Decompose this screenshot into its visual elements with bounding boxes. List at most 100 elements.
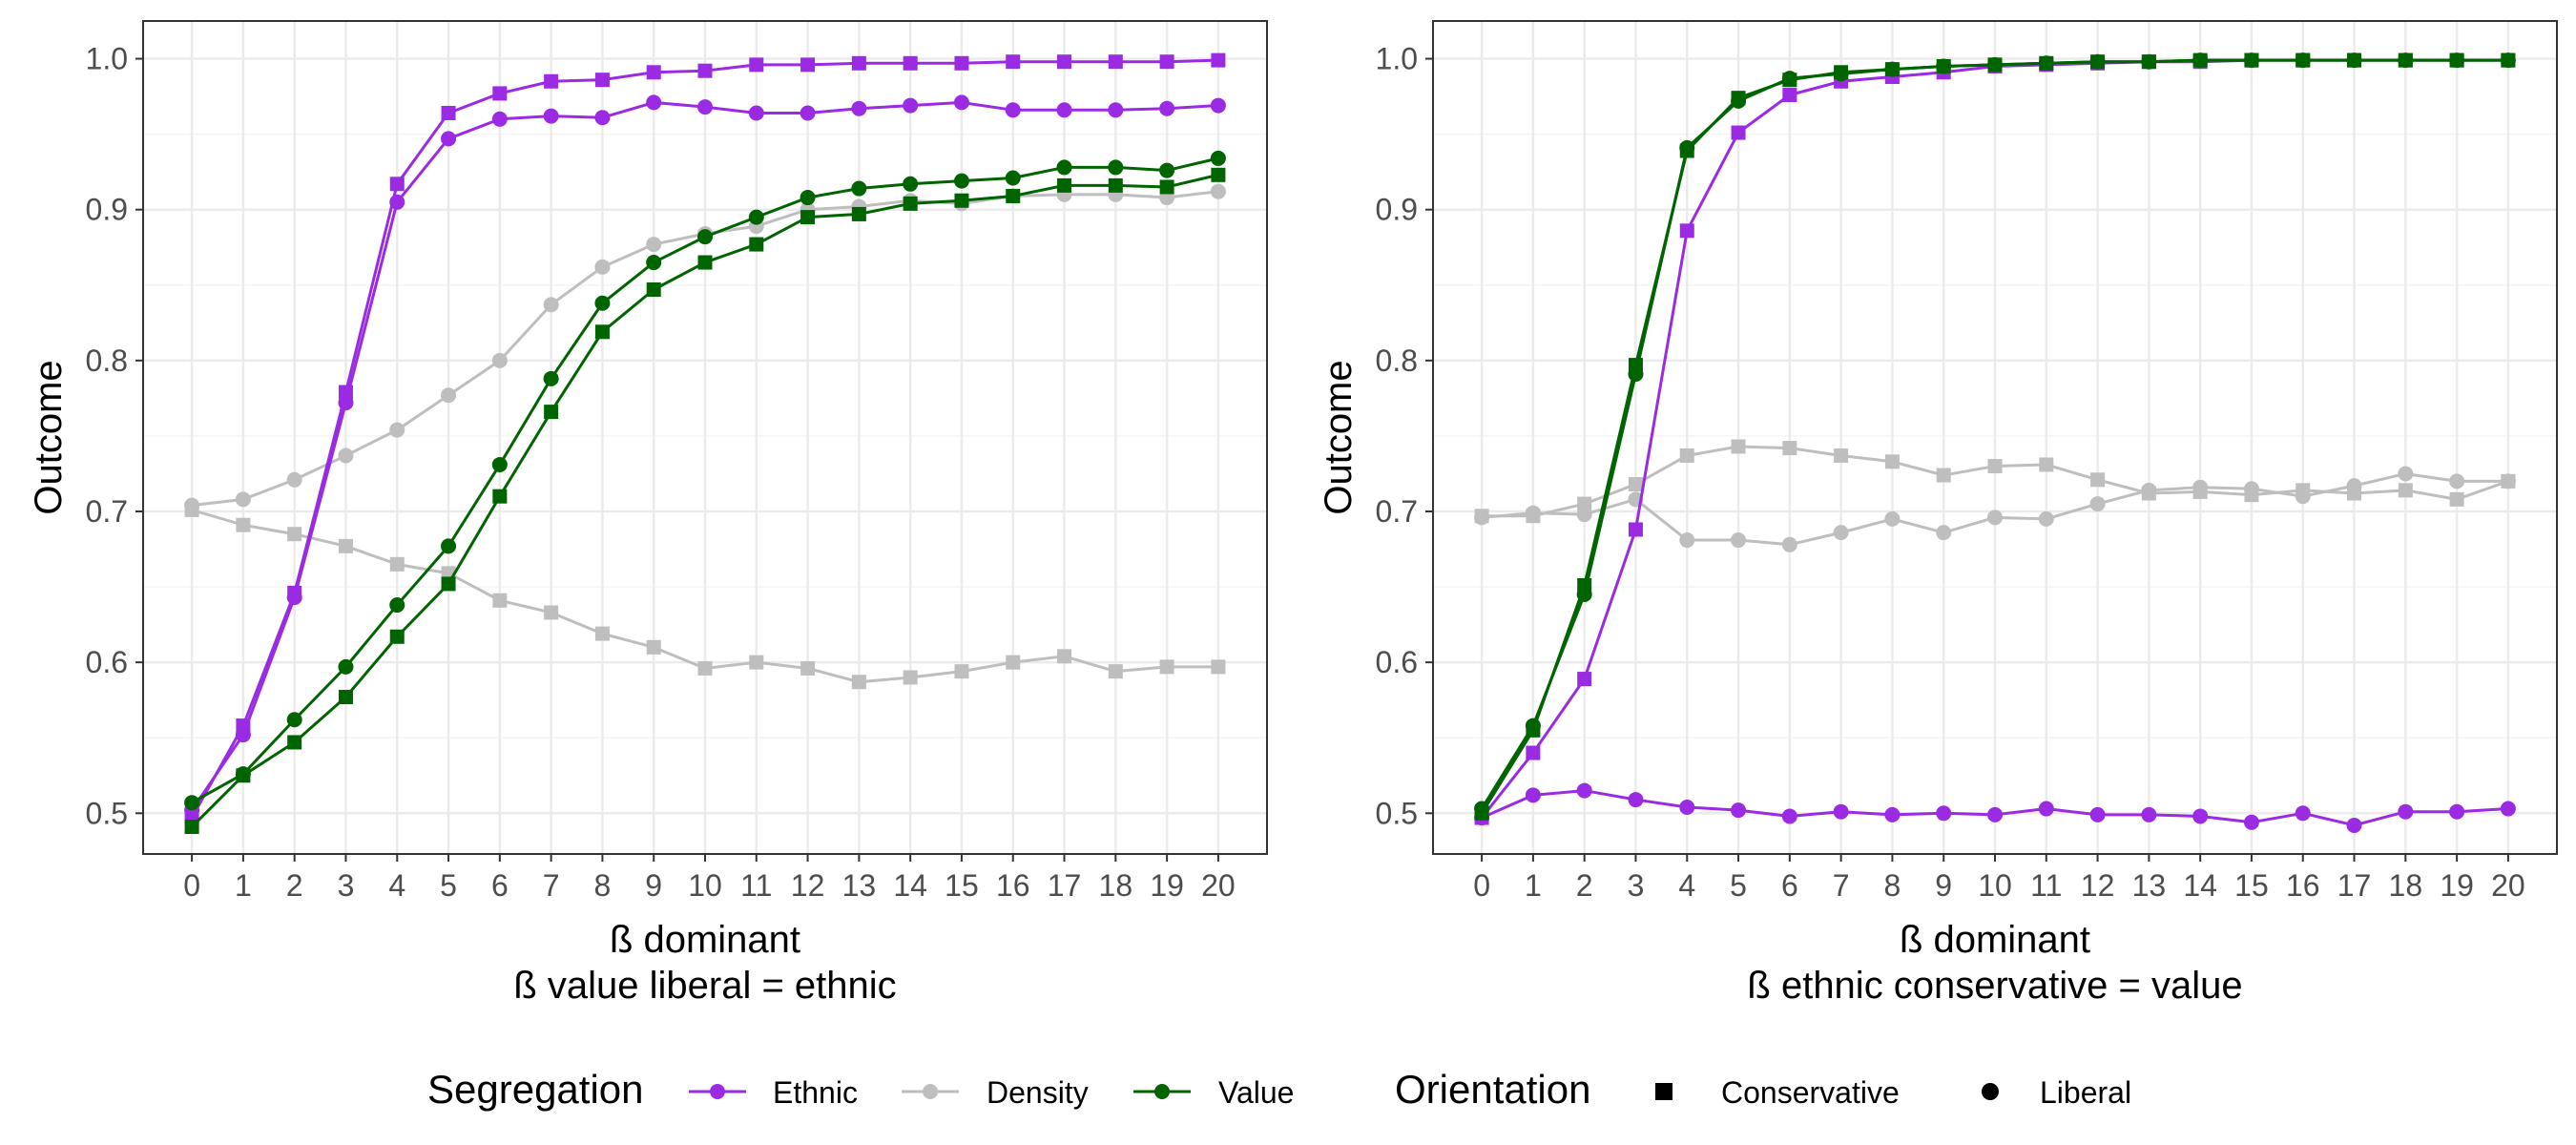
data-point-square <box>287 527 302 542</box>
y-tick-label: 0.6 <box>86 645 128 679</box>
legend-key-ethnic <box>689 1084 746 1099</box>
data-point-square <box>338 538 353 553</box>
data-point-circle <box>1679 799 1695 815</box>
data-point-square <box>1108 664 1123 679</box>
data-point-circle <box>1781 536 1797 552</box>
data-point-square <box>800 210 816 225</box>
data-point-circle <box>1525 505 1541 521</box>
data-point-circle <box>2192 479 2209 495</box>
x-tick-label: 13 <box>2132 868 2167 903</box>
data-point-circle <box>646 237 662 253</box>
panel-right-y-ticks: 0.5 0.6 0.7 0.8 0.9 1.0 <box>1376 42 1433 830</box>
data-point-square <box>851 675 866 690</box>
panel-left-x-axis-sublabel: ß value liberal = ethnic <box>513 965 896 1007</box>
y-tick-label: 0.7 <box>86 494 128 529</box>
data-point-square <box>2090 472 2106 488</box>
data-point-square <box>1782 441 1797 456</box>
data-point-circle <box>2089 806 2106 822</box>
data-point-circle <box>1987 806 2003 822</box>
data-point-square <box>287 735 302 750</box>
data-point-circle <box>1731 93 1747 109</box>
x-tick-label: 0 <box>183 868 200 903</box>
data-point-circle <box>2449 803 2465 820</box>
x-tick-label: 20 <box>1201 868 1236 903</box>
x-tick-label: 8 <box>594 868 612 903</box>
data-point-circle <box>1833 803 1849 820</box>
panel-left: 0.50.60.70.80.91.0 0 1 2 3 4 5 6 7 8 9 10 11 12 13 14 1… <box>28 20 1268 1007</box>
y-tick-label: 1.0 <box>86 42 128 76</box>
data-point-square <box>236 517 251 532</box>
panel-right-y-axis-label: Outcome <box>1318 360 1360 514</box>
data-point-circle <box>184 795 200 811</box>
panel-left-x-axis-label: ß dominant <box>610 919 800 961</box>
data-point-circle <box>389 194 405 210</box>
data-point-square <box>492 593 508 608</box>
data-point-square <box>1159 179 1174 195</box>
legend-key-ethnic-dot <box>710 1084 725 1099</box>
x-tick-label: 6 <box>491 868 509 903</box>
data-point-circle <box>491 352 508 368</box>
data-point-circle <box>1108 159 1124 176</box>
x-tick-label: 10 <box>1978 868 2012 903</box>
data-point-square <box>1782 87 1797 102</box>
data-point-circle <box>543 297 559 313</box>
x-tick-label: 13 <box>842 868 877 903</box>
data-point-circle <box>1833 66 1849 82</box>
x-tick-label: 12 <box>2081 868 2115 903</box>
data-point-square <box>1159 659 1174 675</box>
data-point-circle <box>1056 102 1072 118</box>
legend-key-value <box>1133 1084 1191 1099</box>
data-point-circle <box>441 538 457 554</box>
data-point-square <box>1628 522 1643 537</box>
x-tick-label: 5 <box>440 868 457 903</box>
series-ethnic-liberal <box>1474 782 2516 833</box>
data-point-square <box>1006 655 1021 670</box>
data-point-square <box>954 55 969 71</box>
data-point-square <box>492 86 508 101</box>
data-point-circle <box>1005 102 1021 118</box>
data-point-circle <box>1525 787 1541 803</box>
legend: Segregation Ethnic Density Value Orienta… <box>427 1067 2131 1112</box>
data-point-circle <box>1210 97 1226 114</box>
data-point-circle <box>1576 507 1592 523</box>
data-point-circle <box>1936 525 1952 541</box>
x-tick-label: 4 <box>1678 868 1695 903</box>
panel-right: 0.50.60.70.80.91.0 0 1 2 3 4 5 6 7 8 9 10 11 12 13 14 1… <box>1318 20 2558 1007</box>
data-point-circle <box>1731 802 1747 819</box>
data-point-square <box>903 55 918 71</box>
data-point-circle <box>2141 806 2157 822</box>
panel-right-x-axis-label: ß dominant <box>1900 919 2090 961</box>
y-tick-label: 1.0 <box>1376 42 1418 76</box>
data-point-circle <box>1679 139 1695 156</box>
data-point-square <box>697 660 713 676</box>
data-point-square <box>594 73 610 88</box>
data-point-square <box>1006 188 1021 203</box>
data-point-circle <box>1987 56 2003 73</box>
x-tick-label: 18 <box>2389 868 2423 903</box>
data-point-square <box>954 193 969 208</box>
x-tick-label: 10 <box>688 868 722 903</box>
data-point-circle <box>1628 792 1644 808</box>
data-point-circle <box>1987 510 2003 526</box>
data-point-square <box>800 660 816 676</box>
data-point-circle <box>851 180 867 197</box>
data-point-square <box>646 282 661 298</box>
data-point-circle <box>2398 466 2414 482</box>
legend-label-value: Value <box>1218 1075 1294 1110</box>
data-point-circle <box>800 190 816 206</box>
data-point-square <box>1731 125 1746 140</box>
legend-title-orientation: Orientation <box>1395 1067 1590 1112</box>
x-tick-label: 1 <box>235 868 252 903</box>
data-point-circle <box>903 97 919 114</box>
data-point-circle <box>2089 496 2106 512</box>
data-point-circle <box>2141 53 2157 70</box>
panel-left-major-grid <box>143 21 1267 854</box>
x-tick-label: 2 <box>1576 868 1593 903</box>
y-tick-label: 0.5 <box>86 796 128 830</box>
data-point-square <box>1057 649 1072 664</box>
data-point-square <box>1006 54 1021 70</box>
legend-label-density: Density <box>987 1075 1089 1110</box>
x-tick-label: 4 <box>388 868 405 903</box>
data-point-circle <box>1108 102 1124 118</box>
data-point-circle <box>1781 808 1797 824</box>
